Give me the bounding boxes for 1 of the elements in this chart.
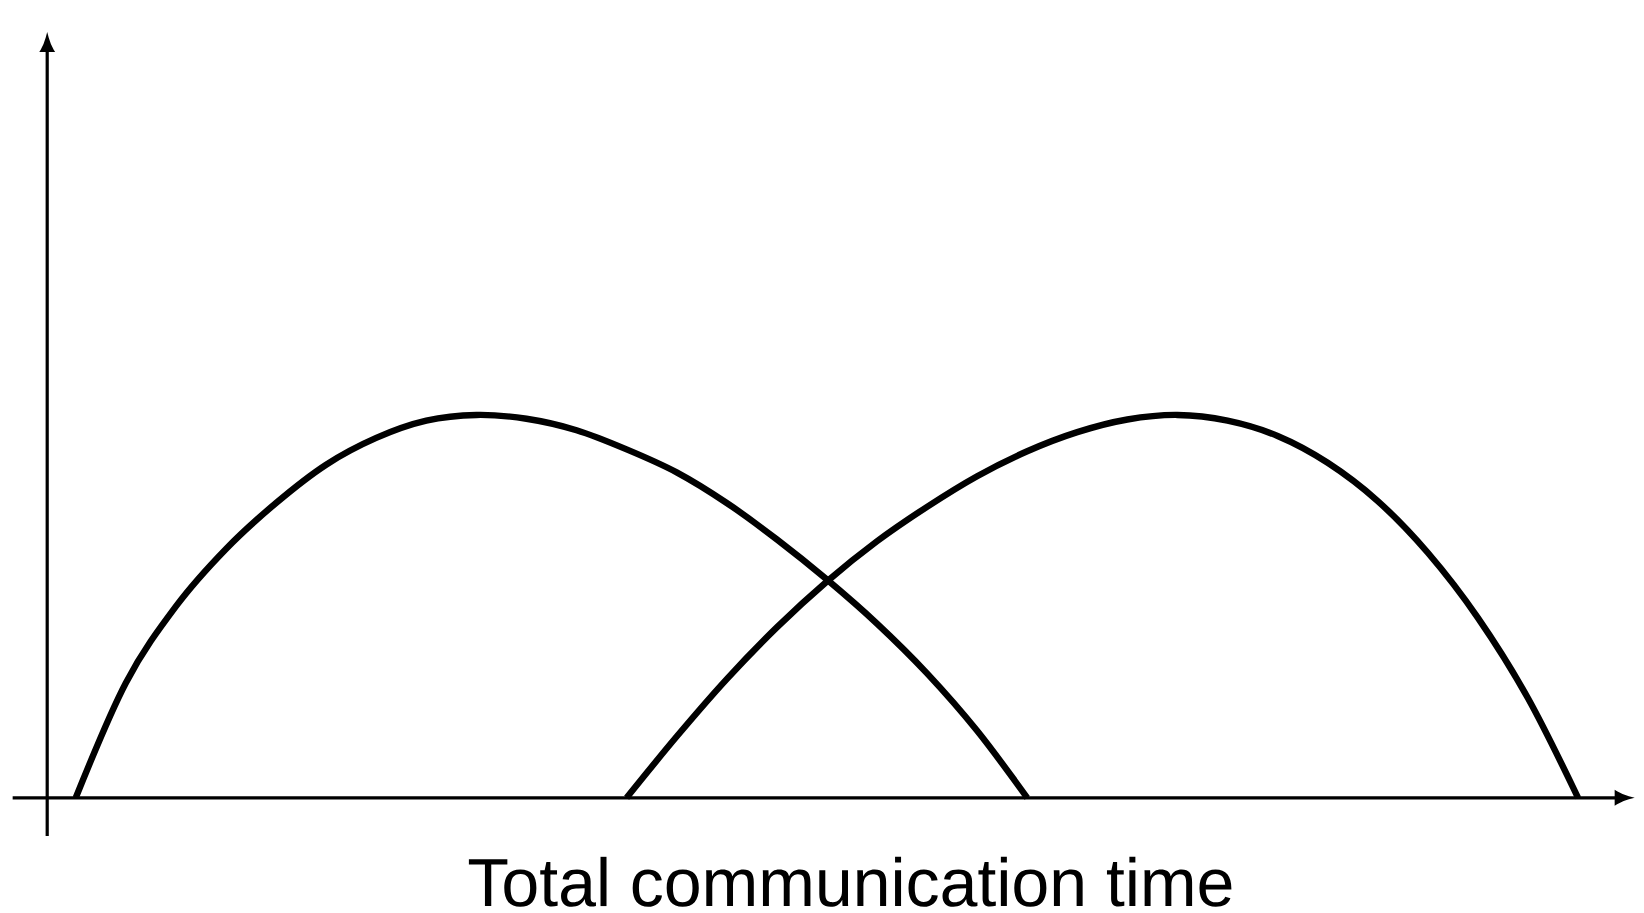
x-axis-title: Total communication time [468,856,1232,907]
